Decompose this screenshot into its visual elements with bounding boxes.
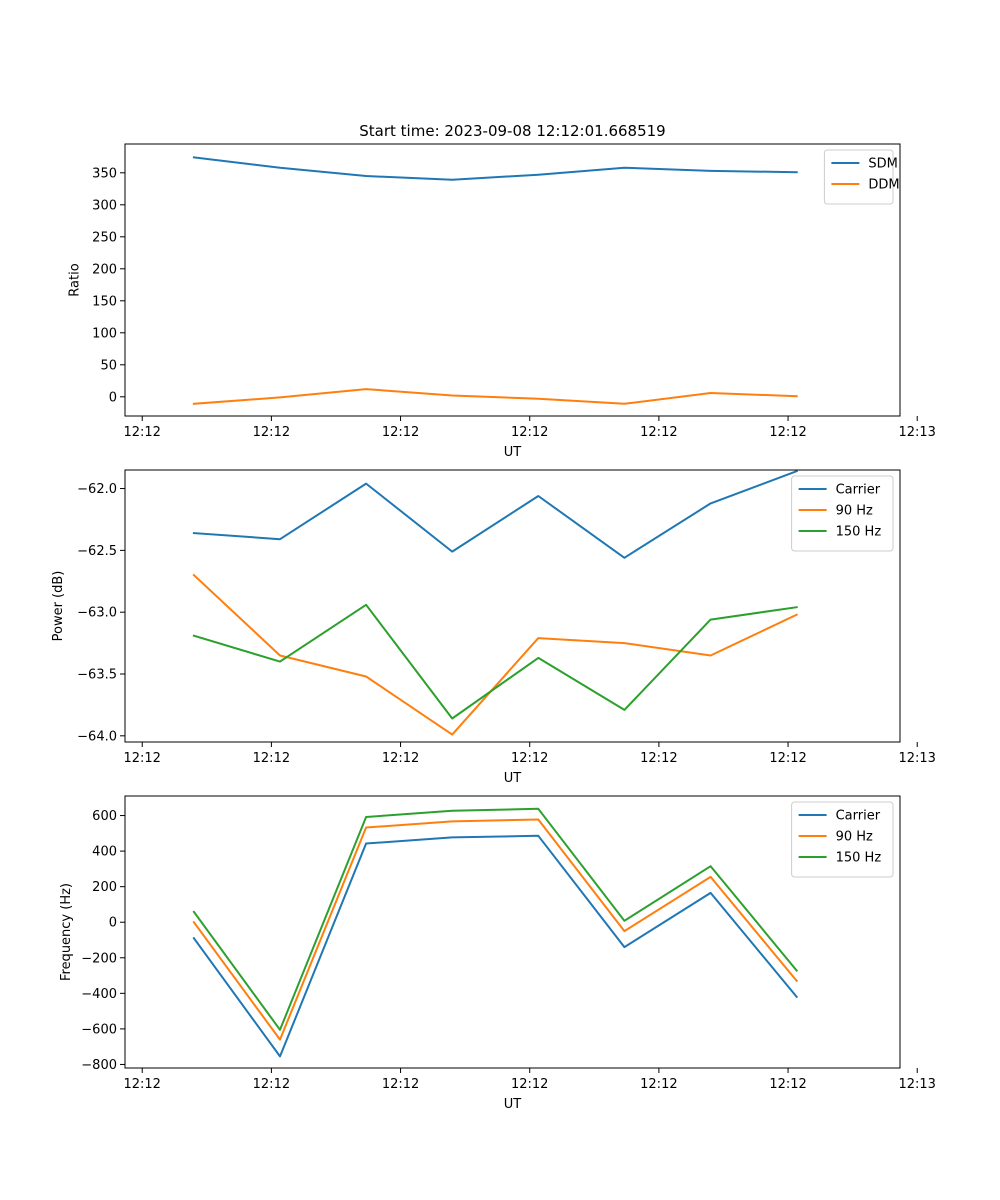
- y-tick-label: −62.5: [77, 544, 117, 559]
- y-tick-label: 350: [92, 166, 117, 181]
- x-tick-label: 12:12: [511, 1077, 548, 1092]
- x-tick-label: 12:12: [382, 425, 419, 440]
- x-axis-label: UT: [504, 1097, 522, 1112]
- legend-label: 150 Hz: [836, 851, 882, 866]
- y-axis-label: Power (dB): [51, 571, 66, 642]
- y-axis-label: Frequency (Hz): [59, 883, 74, 981]
- subplot-2: 12:12 12:12 12:12 12:12 12:12 12:12 12:13 −62.0…: [51, 469, 936, 786]
- series-line-90-hz: [192, 573, 799, 736]
- x-tick-label: 12:13: [898, 425, 935, 440]
- legend-label: Carrier: [836, 483, 881, 498]
- y-tick-label: 200: [92, 880, 117, 895]
- legend: Carrier 90 Hz 150 Hz: [791, 475, 894, 552]
- y-tick-label: −800: [81, 1058, 117, 1073]
- x-tick-label: 12:12: [511, 751, 548, 766]
- x-tick-label: 12:13: [898, 751, 935, 766]
- legend-label: Carrier: [836, 809, 881, 824]
- y-tick-label: −63.5: [77, 668, 117, 683]
- x-tick-label: 12:12: [769, 425, 806, 440]
- legend-box: [791, 801, 894, 878]
- y-tick-label: −63.0: [77, 606, 117, 621]
- y-tick-label: 200: [92, 262, 117, 277]
- x-tick-label: 12:12: [769, 751, 806, 766]
- y-tick-label: −600: [81, 1022, 117, 1037]
- x-tick-label: 12:12: [382, 1077, 419, 1092]
- subplots: 12:12 12:12 12:12 12:12 12:12 12:12 12:13 0 50 10…: [51, 143, 936, 1112]
- legend-label: 150 Hz: [836, 525, 882, 540]
- series-line-sdm: [192, 156, 798, 181]
- series-line-150-hz: [192, 603, 798, 720]
- x-tick-label: 12:12: [640, 425, 677, 440]
- y-tick-label: 600: [92, 809, 117, 824]
- y-axis-label: Ratio: [67, 263, 82, 296]
- x-axis-label: UT: [504, 771, 522, 786]
- series-line-carrier: [192, 834, 799, 1058]
- subplot-1: 12:12 12:12 12:12 12:12 12:12 12:12 12:13 0 50 10…: [67, 143, 936, 460]
- x-tick-label: 12:12: [123, 1077, 160, 1092]
- y-tick-label: −200: [81, 951, 117, 966]
- y-tick-label: −64.0: [77, 729, 117, 744]
- legend: SDM DDM: [823, 149, 900, 205]
- legend-label: 90 Hz: [836, 504, 873, 519]
- y-tick-label: 300: [92, 198, 117, 213]
- x-tick-label: 12:12: [382, 751, 419, 766]
- x-axis-label: UT: [504, 445, 522, 460]
- x-tick-label: 12:12: [123, 425, 160, 440]
- x-tick-label: 12:13: [898, 1077, 935, 1092]
- y-tick-label: 0: [109, 916, 117, 931]
- series-line-ddm: [192, 388, 798, 405]
- plot-frame: [124, 143, 901, 417]
- subplot-3: 12:12 12:12 12:12 12:12 12:12 12:12 12:13 600 40…: [59, 795, 936, 1112]
- figure-title: Start time: 2023-09-08 12:12:01.668519: [359, 122, 665, 140]
- y-tick-label: 400: [92, 845, 117, 860]
- legend-label: SDM: [868, 157, 897, 172]
- y-tick-label: 150: [92, 294, 117, 309]
- legend-box: [791, 475, 894, 552]
- x-tick-label: 12:12: [253, 1077, 290, 1092]
- y-tick-label: 100: [92, 326, 117, 341]
- legend-label: 90 Hz: [836, 830, 873, 845]
- y-tick-label: 0: [109, 390, 117, 405]
- x-tick-label: 12:12: [640, 751, 677, 766]
- plot-frame: [124, 469, 901, 743]
- x-tick-label: 12:12: [769, 1077, 806, 1092]
- x-tick-label: 12:12: [123, 751, 160, 766]
- series-line-90-hz: [192, 818, 799, 1041]
- x-tick-label: 12:12: [253, 425, 290, 440]
- series-line-150-hz: [192, 807, 799, 1031]
- y-tick-label: −62.0: [77, 482, 117, 497]
- legend-label: DDM: [868, 178, 899, 193]
- y-tick-label: −400: [81, 987, 117, 1002]
- plot-frame: [124, 795, 901, 1069]
- x-tick-label: 12:12: [640, 1077, 677, 1092]
- legend: Carrier 90 Hz 150 Hz: [791, 801, 894, 878]
- x-tick-label: 12:12: [511, 425, 548, 440]
- y-tick-label: 50: [100, 358, 117, 373]
- x-tick-label: 12:12: [253, 751, 290, 766]
- y-tick-label: 250: [92, 230, 117, 245]
- series-line-carrier: [192, 469, 798, 559]
